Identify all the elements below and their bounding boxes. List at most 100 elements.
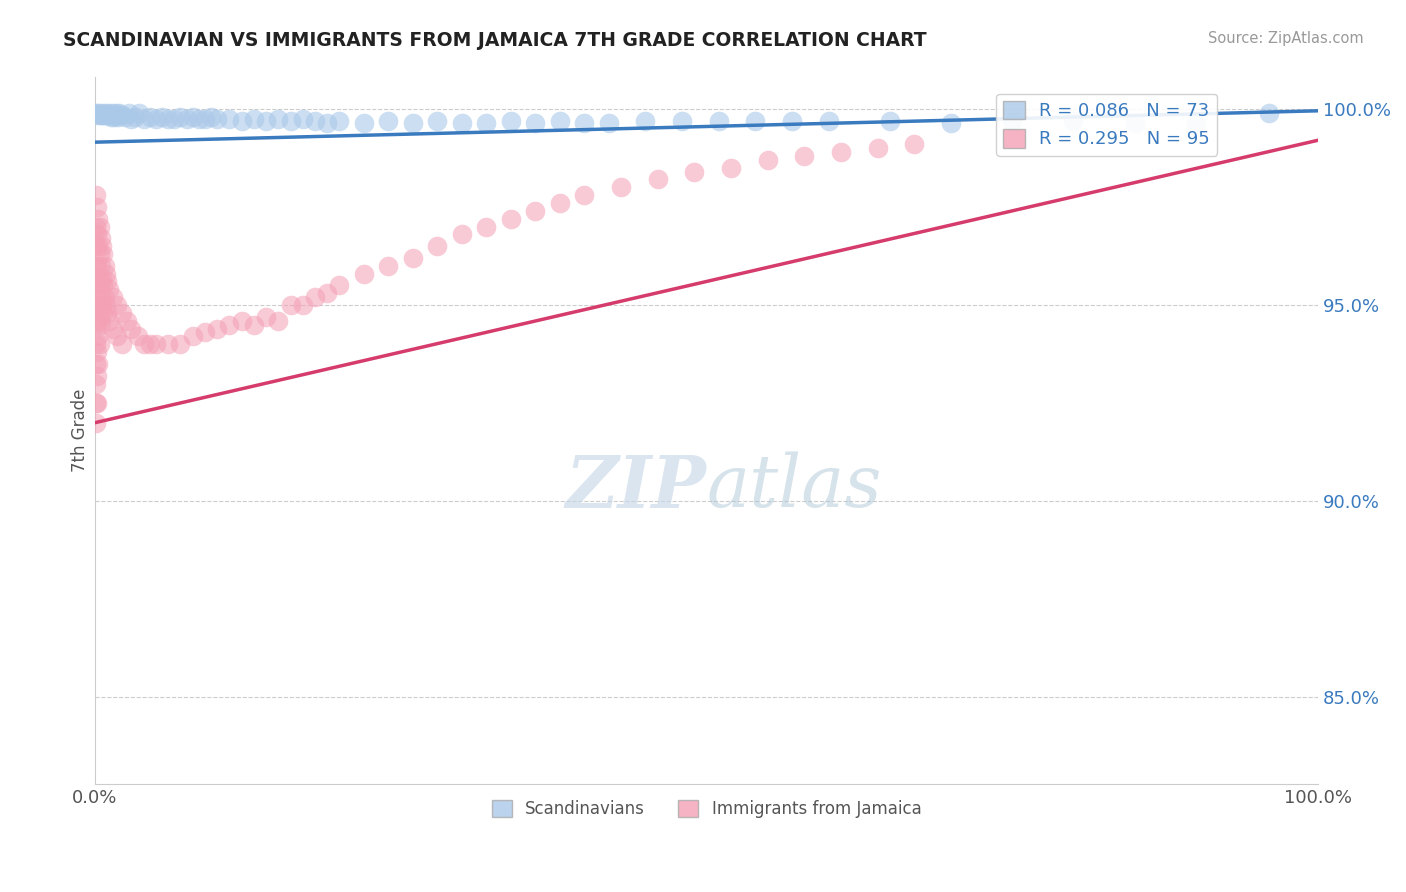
Point xyxy=(793,149,815,163)
Point xyxy=(111,337,134,351)
Point xyxy=(86,368,108,383)
Point xyxy=(150,110,173,124)
Point xyxy=(176,112,198,126)
Point xyxy=(87,239,110,253)
Point xyxy=(163,112,186,126)
Point xyxy=(94,267,117,281)
Point xyxy=(86,286,108,301)
Point xyxy=(115,314,138,328)
Point xyxy=(90,259,112,273)
Point xyxy=(280,298,302,312)
Point xyxy=(450,227,472,242)
Point xyxy=(139,110,162,124)
Point xyxy=(84,396,107,410)
Point xyxy=(89,219,111,234)
Point xyxy=(86,108,108,122)
Point xyxy=(402,251,425,265)
Point xyxy=(87,211,110,226)
Point xyxy=(90,231,112,245)
Point xyxy=(86,200,108,214)
Point xyxy=(194,112,217,126)
Point xyxy=(707,113,730,128)
Point xyxy=(1001,113,1024,128)
Point xyxy=(939,115,962,129)
Point xyxy=(114,110,136,124)
Point xyxy=(89,247,111,261)
Point xyxy=(157,112,180,126)
Point xyxy=(98,314,121,328)
Point xyxy=(377,259,399,273)
Point xyxy=(231,113,253,128)
Point xyxy=(93,259,115,273)
Point xyxy=(97,105,120,120)
Point xyxy=(267,314,290,328)
Point xyxy=(105,108,128,122)
Y-axis label: 7th Grade: 7th Grade xyxy=(72,389,89,472)
Point xyxy=(101,105,124,120)
Point xyxy=(475,115,498,129)
Point xyxy=(127,329,149,343)
Point xyxy=(254,113,277,128)
Point xyxy=(291,298,314,312)
Point xyxy=(84,219,107,234)
Point xyxy=(86,345,108,359)
Point xyxy=(181,110,204,124)
Point xyxy=(218,318,240,332)
Point xyxy=(866,141,889,155)
Point xyxy=(475,219,498,234)
Point xyxy=(548,196,571,211)
Point xyxy=(132,112,155,126)
Point xyxy=(720,161,742,175)
Point xyxy=(87,270,110,285)
Point xyxy=(103,110,125,124)
Point xyxy=(402,115,425,129)
Point xyxy=(756,153,779,167)
Point xyxy=(104,105,127,120)
Legend: Scandinavians, Immigrants from Jamaica: Scandinavians, Immigrants from Jamaica xyxy=(485,793,928,825)
Point xyxy=(86,227,108,242)
Point xyxy=(98,108,121,122)
Point xyxy=(647,172,669,186)
Point xyxy=(101,290,124,304)
Text: Source: ZipAtlas.com: Source: ZipAtlas.com xyxy=(1208,31,1364,46)
Point xyxy=(84,239,107,253)
Point xyxy=(94,108,117,122)
Point xyxy=(291,112,314,126)
Point xyxy=(84,259,107,273)
Point xyxy=(87,357,110,371)
Point xyxy=(91,108,114,122)
Point xyxy=(243,318,266,332)
Point xyxy=(96,108,118,122)
Point xyxy=(231,314,253,328)
Point xyxy=(744,113,766,128)
Point xyxy=(84,357,107,371)
Point xyxy=(101,321,124,335)
Point xyxy=(610,180,633,194)
Point xyxy=(1123,115,1146,129)
Point xyxy=(1185,115,1208,129)
Point xyxy=(830,145,852,159)
Point xyxy=(84,416,107,430)
Point xyxy=(98,282,121,296)
Point xyxy=(96,306,118,320)
Point xyxy=(280,113,302,128)
Point xyxy=(304,113,326,128)
Point xyxy=(93,108,115,122)
Point xyxy=(84,188,107,202)
Point xyxy=(86,396,108,410)
Point xyxy=(94,298,117,312)
Point xyxy=(572,188,595,202)
Point xyxy=(89,337,111,351)
Point xyxy=(316,115,339,129)
Point xyxy=(377,113,399,128)
Point xyxy=(194,326,217,340)
Point xyxy=(100,110,122,124)
Point xyxy=(89,108,111,122)
Point xyxy=(903,137,925,152)
Point xyxy=(524,203,547,218)
Point xyxy=(316,286,339,301)
Point xyxy=(89,278,111,293)
Text: SCANDINAVIAN VS IMMIGRANTS FROM JAMAICA 7TH GRADE CORRELATION CHART: SCANDINAVIAN VS IMMIGRANTS FROM JAMAICA … xyxy=(63,31,927,50)
Point xyxy=(93,306,115,320)
Point xyxy=(84,337,107,351)
